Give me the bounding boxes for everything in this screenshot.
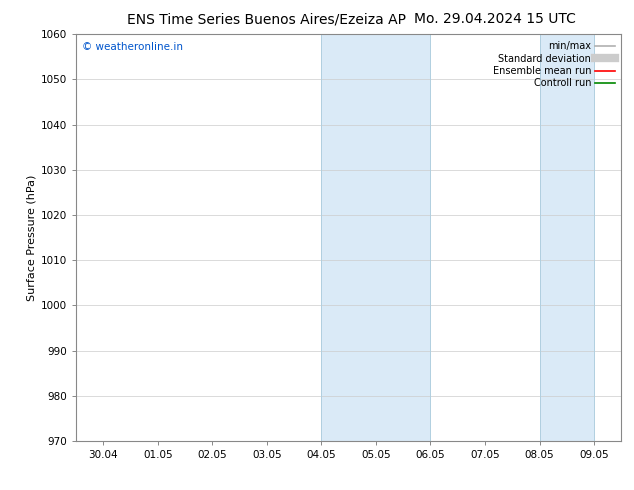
Text: © weatheronline.in: © weatheronline.in xyxy=(82,43,183,52)
Bar xyxy=(540,34,594,441)
Text: ENS Time Series Buenos Aires/Ezeiza AP: ENS Time Series Buenos Aires/Ezeiza AP xyxy=(127,12,406,26)
Legend: min/max, Standard deviation, Ensemble mean run, Controll run: min/max, Standard deviation, Ensemble me… xyxy=(491,39,616,90)
Y-axis label: Surface Pressure (hPa): Surface Pressure (hPa) xyxy=(27,174,37,301)
Text: Mo. 29.04.2024 15 UTC: Mo. 29.04.2024 15 UTC xyxy=(413,12,576,26)
Bar xyxy=(321,34,430,441)
